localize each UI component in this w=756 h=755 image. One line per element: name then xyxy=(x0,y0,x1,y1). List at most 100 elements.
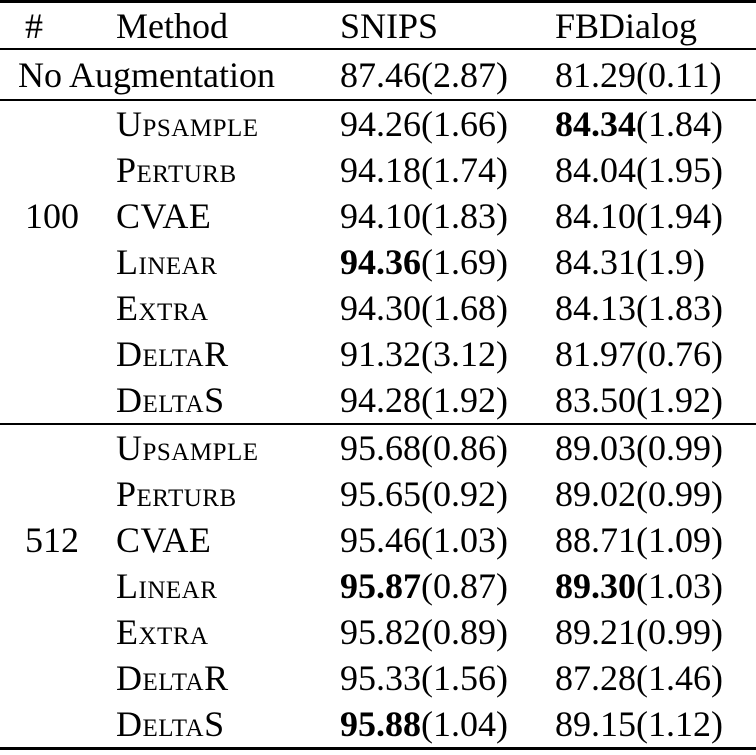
score-stddev: (1.74) xyxy=(421,150,508,190)
score-stddev: (1.9) xyxy=(636,242,705,282)
score-main: 95.88 xyxy=(340,704,421,744)
score-stddev: (1.04) xyxy=(421,704,508,744)
score-main: 89.15 xyxy=(555,704,636,744)
count-cell xyxy=(0,377,110,424)
score-stddev: (0.99) xyxy=(636,474,723,514)
fbdialog-value-cell: 81.29(0.11) xyxy=(555,49,756,100)
score-stddev: (1.46) xyxy=(636,658,723,698)
score-stddev: (0.86) xyxy=(421,428,508,468)
snips-value-cell: 95.82(0.89) xyxy=(340,609,555,655)
method-cell: Upsample xyxy=(116,104,259,144)
score-stddev: (1.56) xyxy=(421,658,508,698)
snips-value-cell: 94.26(1.66) xyxy=(340,100,555,147)
method-cell: CVAE xyxy=(116,196,212,236)
score-main: 95.46 xyxy=(340,520,421,560)
snips-value-cell: 94.10(1.83) xyxy=(340,193,555,239)
score-main: 94.10 xyxy=(340,196,421,236)
snips-value-cell: 95.68(0.86) xyxy=(340,424,555,471)
method-cell: DeltaR xyxy=(116,334,229,374)
score-main: 89.21 xyxy=(555,612,636,652)
table-row: DeltaS 95.88(1.04) 89.15(1.12) xyxy=(0,701,756,749)
table-row: DeltaR 91.32(3.12) 81.97(0.76) xyxy=(0,331,756,377)
fbdialog-value-cell: 89.21(0.99) xyxy=(555,609,756,655)
score-main: 84.34 xyxy=(555,104,636,144)
fbdialog-value-cell: 89.15(1.12) xyxy=(555,701,756,749)
fbdialog-value-cell: 89.03(0.99) xyxy=(555,424,756,471)
count-cell xyxy=(0,701,110,749)
score-stddev: (0.99) xyxy=(636,612,723,652)
count-cell xyxy=(0,285,110,331)
snips-value-cell: 95.88(1.04) xyxy=(340,701,555,749)
score-stddev: (0.92) xyxy=(421,474,508,514)
score-main: 95.68 xyxy=(340,428,421,468)
header-count: # xyxy=(25,5,43,46)
snips-value-cell: 95.46(1.03) xyxy=(340,517,555,563)
score-stddev: (2.87) xyxy=(421,54,508,95)
score-main: 83.50 xyxy=(555,380,636,420)
score-stddev: (3.12) xyxy=(421,334,508,374)
score-main: 94.30 xyxy=(340,288,421,328)
method-cell: DeltaS xyxy=(116,380,225,420)
score-main: 94.28 xyxy=(340,380,421,420)
score-main: 87.46 xyxy=(340,54,421,95)
table-row: DeltaR 95.33(1.56) 87.28(1.46) xyxy=(0,655,756,701)
score-stddev: (1.94) xyxy=(636,196,723,236)
fbdialog-value-cell: 83.50(1.92) xyxy=(555,377,756,424)
count-cell xyxy=(0,100,110,147)
score-stddev: (1.12) xyxy=(636,704,723,744)
method-cell: Extra xyxy=(116,288,209,328)
snips-value-cell: 94.28(1.92) xyxy=(340,377,555,424)
score-main: 95.87 xyxy=(340,566,421,606)
header-method: Method xyxy=(116,5,228,46)
table-row: Extra 95.82(0.89) 89.21(0.99) xyxy=(0,609,756,655)
score-main: 84.10 xyxy=(555,196,636,236)
score-stddev: (0.89) xyxy=(421,612,508,652)
score-main: 91.32 xyxy=(340,334,421,374)
fbdialog-value-cell: 81.97(0.76) xyxy=(555,331,756,377)
table-row: Linear 94.36(1.69) 84.31(1.9) xyxy=(0,239,756,285)
score-main: 87.28 xyxy=(555,658,636,698)
table-row: 100 CVAE 94.10(1.83) 84.10(1.94) xyxy=(0,193,756,239)
score-main: 89.30 xyxy=(555,566,636,606)
snips-value-cell: 94.30(1.68) xyxy=(340,285,555,331)
score-main: 95.33 xyxy=(340,658,421,698)
score-stddev: (1.92) xyxy=(421,380,508,420)
fbdialog-value-cell: 84.04(1.95) xyxy=(555,147,756,193)
score-stddev: (1.92) xyxy=(636,380,723,420)
method-cell: Perturb xyxy=(116,474,237,514)
method-cell: Extra xyxy=(116,612,209,652)
score-stddev: (1.69) xyxy=(421,242,508,282)
table-row: Perturb 95.65(0.92) 89.02(0.99) xyxy=(0,471,756,517)
fbdialog-value-cell: 89.30(1.03) xyxy=(555,563,756,609)
score-stddev: (1.09) xyxy=(636,520,723,560)
count-cell xyxy=(0,239,110,285)
table-row: Extra 94.30(1.68) 84.13(1.83) xyxy=(0,285,756,331)
score-stddev: (0.76) xyxy=(636,334,723,374)
score-stddev: (0.87) xyxy=(421,566,508,606)
table-row: No Augmentation 87.46(2.87) 81.29(0.11) xyxy=(0,49,756,100)
score-stddev: (1.03) xyxy=(421,520,508,560)
score-main: 95.65 xyxy=(340,474,421,514)
count-cell xyxy=(0,609,110,655)
score-main: 94.18 xyxy=(340,150,421,190)
score-main: 84.13 xyxy=(555,288,636,328)
count-cell xyxy=(0,331,110,377)
snips-value-cell: 95.87(0.87) xyxy=(340,563,555,609)
score-main: 95.82 xyxy=(340,612,421,652)
snips-value-cell: 91.32(3.12) xyxy=(340,331,555,377)
header-snips: SNIPS xyxy=(340,5,439,46)
table-header-row: # Method SNIPS FBDialog xyxy=(0,2,756,49)
count-cell xyxy=(0,424,110,471)
fbdialog-value-cell: 89.02(0.99) xyxy=(555,471,756,517)
score-stddev: (1.83) xyxy=(636,288,723,328)
method-cell: CVAE xyxy=(116,520,212,560)
fbdialog-value-cell: 84.10(1.94) xyxy=(555,193,756,239)
score-stddev: (0.11) xyxy=(636,54,722,95)
score-main: 94.26 xyxy=(340,104,421,144)
count-cell xyxy=(0,563,110,609)
fbdialog-value-cell: 87.28(1.46) xyxy=(555,655,756,701)
table-row: Linear 95.87(0.87) 89.30(1.03) xyxy=(0,563,756,609)
score-main: 84.04 xyxy=(555,150,636,190)
count-cell xyxy=(0,147,110,193)
score-stddev: (1.84) xyxy=(636,104,723,144)
